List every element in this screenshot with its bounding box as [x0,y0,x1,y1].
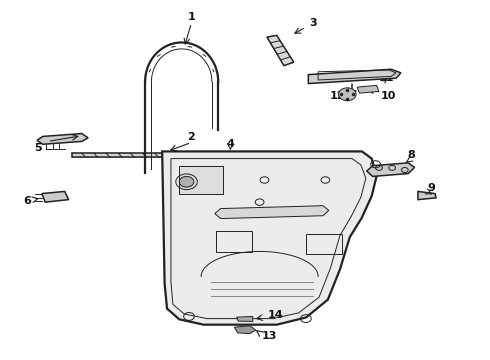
Text: 6: 6 [23,197,31,206]
Text: 2: 2 [188,132,196,142]
Polygon shape [234,326,256,334]
Text: 10: 10 [381,91,396,101]
Polygon shape [308,69,401,84]
Bar [216,231,252,252]
Circle shape [179,176,194,187]
Text: 9: 9 [427,183,435,193]
Polygon shape [162,152,376,325]
Text: 7: 7 [183,166,191,176]
Text: 1: 1 [188,13,196,22]
Polygon shape [357,85,379,93]
Text: 12: 12 [330,91,345,101]
Text: 11: 11 [379,73,394,83]
Text: 8: 8 [408,150,416,160]
Text: 14: 14 [268,310,283,320]
Polygon shape [37,134,88,144]
Text: 3: 3 [309,18,317,28]
Polygon shape [418,192,436,200]
Text: 13: 13 [262,332,277,342]
Text: 5: 5 [34,143,42,153]
Polygon shape [237,316,253,321]
Text: 4: 4 [226,139,234,149]
Polygon shape [267,35,294,66]
Polygon shape [215,206,329,219]
Bar [306,234,343,254]
Circle shape [339,88,356,101]
Polygon shape [42,192,69,202]
Polygon shape [367,163,415,176]
Bar [179,166,223,194]
